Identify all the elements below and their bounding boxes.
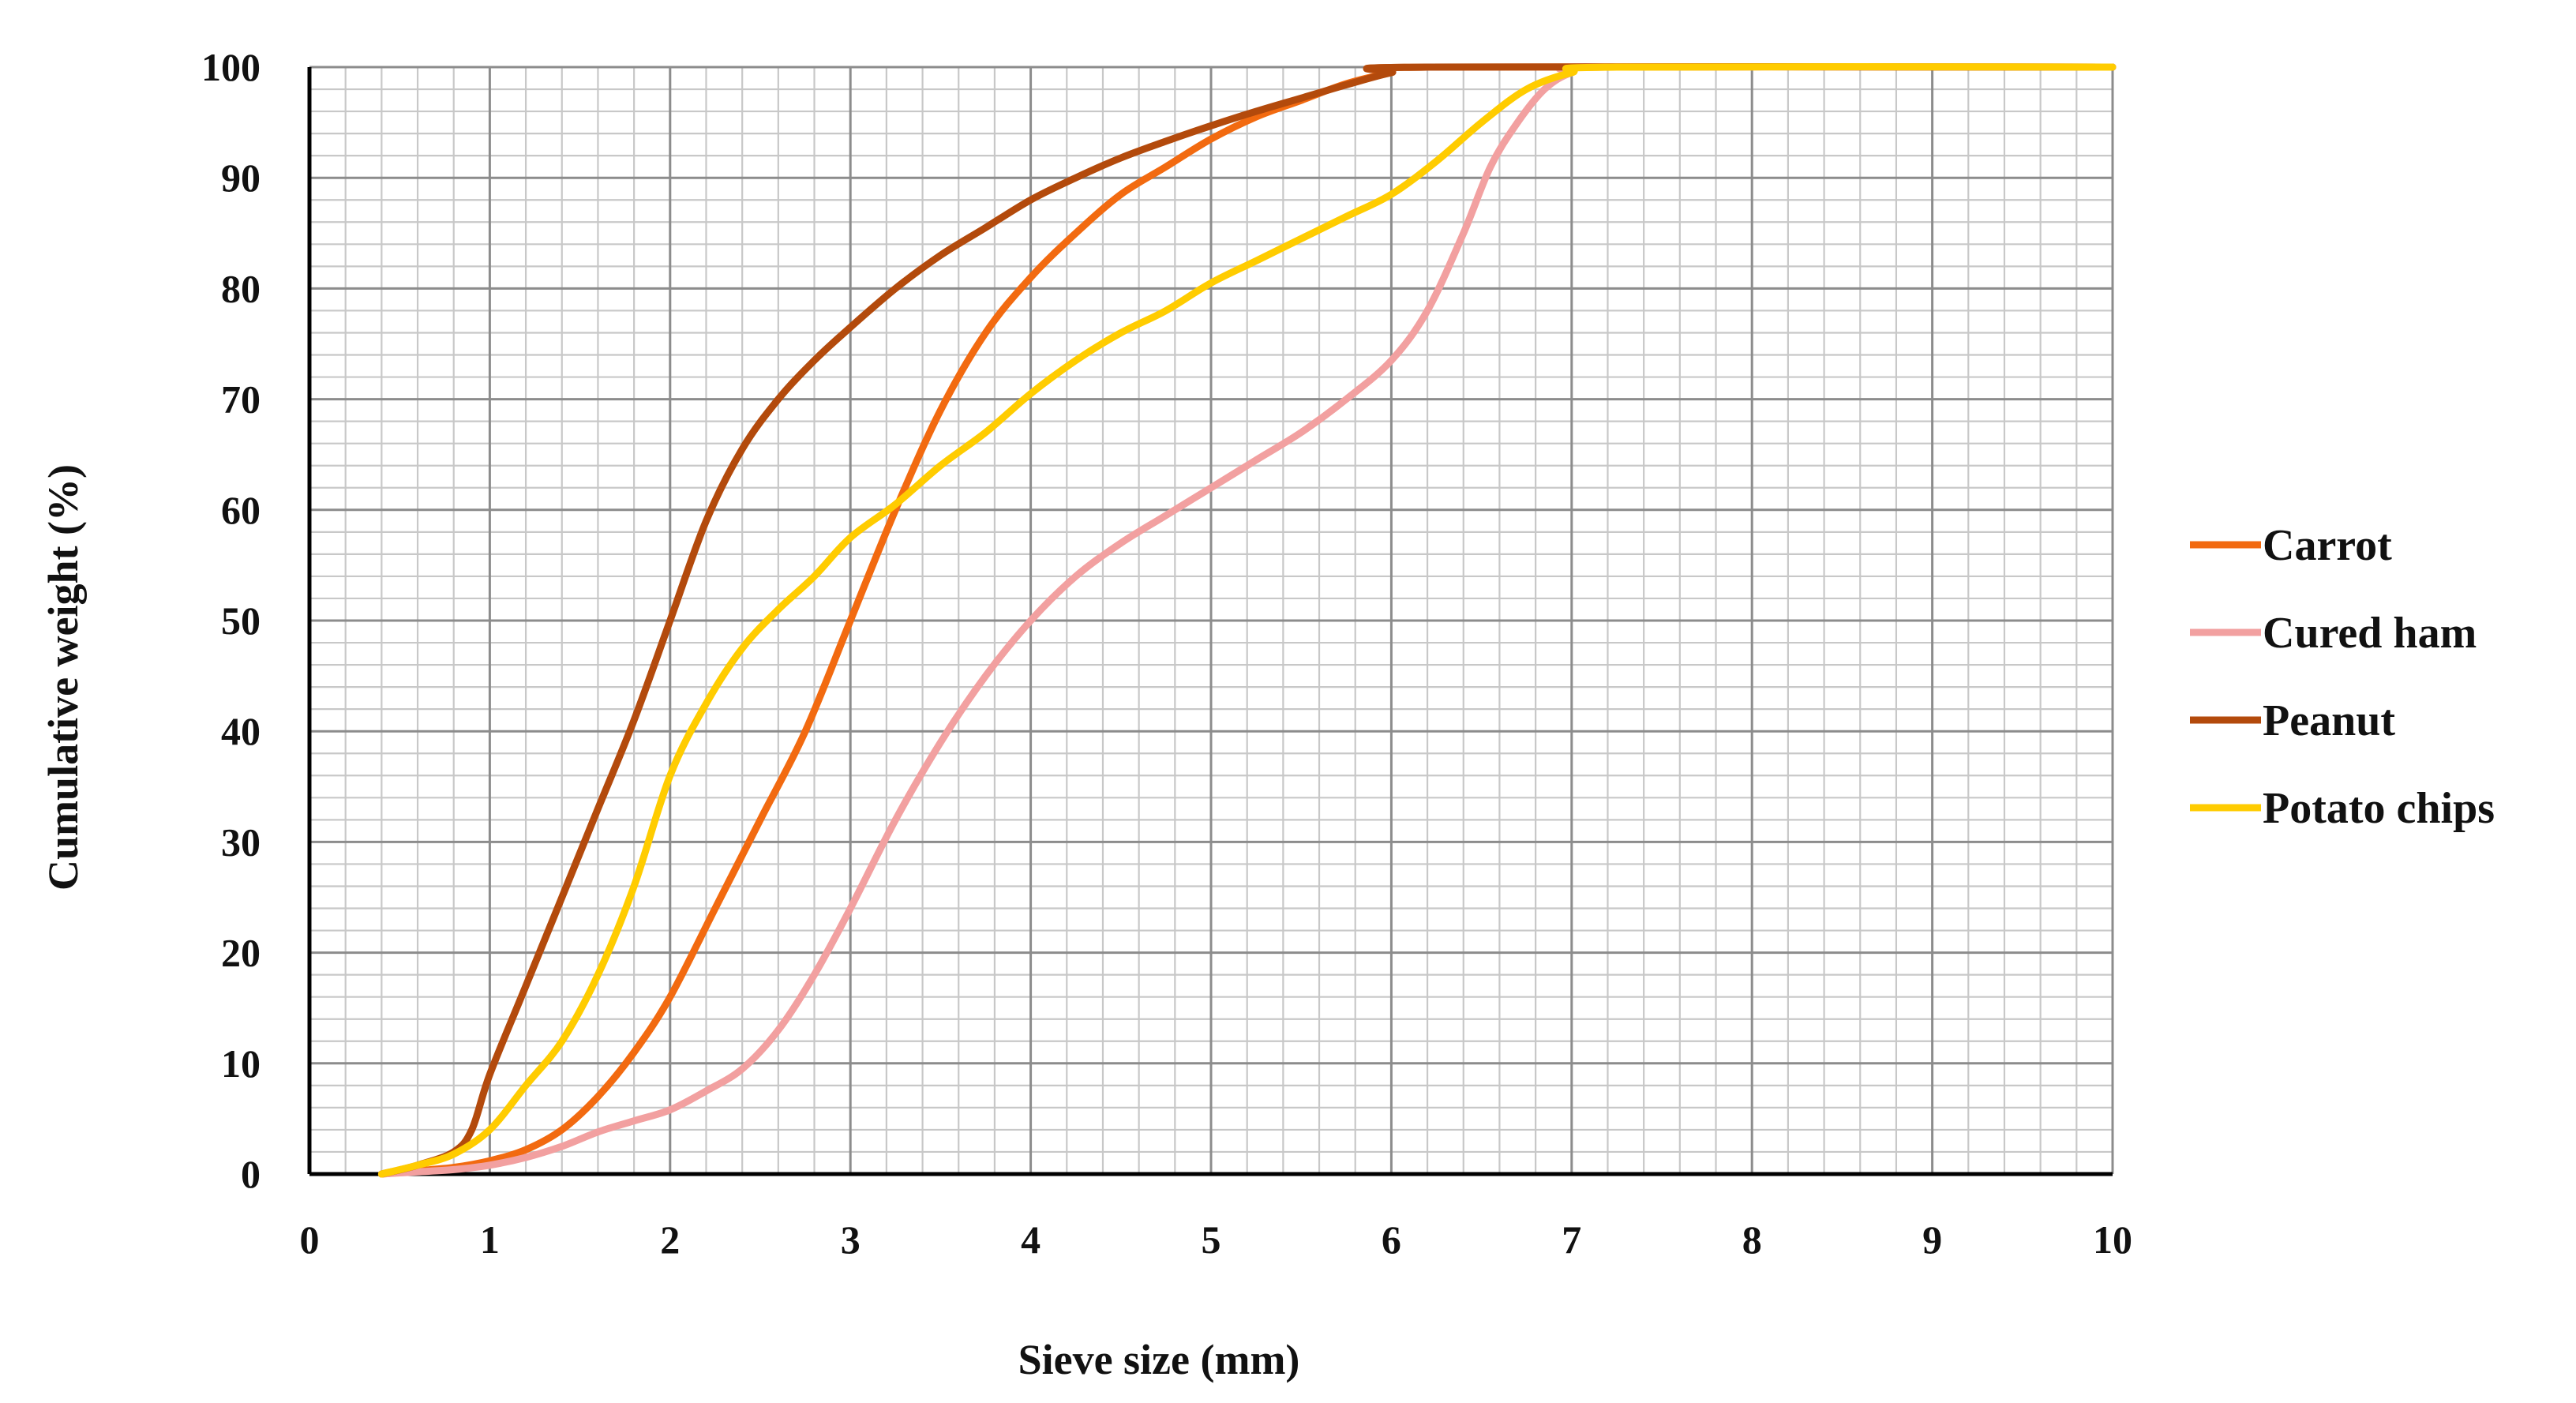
x-axis-title: Sieve size (mm) [1018,1336,1300,1383]
legend: Carrot Cured ham Peanut Potato chips [2190,521,2495,833]
y-tick-label: 30 [221,820,261,864]
series-line-potato-chips [377,62,2117,1178]
x-tick-label: 4 [1021,1217,1041,1262]
x-tick-label: 8 [1742,1217,1762,1262]
y-tick-label: 80 [221,266,261,310]
x-tick-label: 10 [2093,1217,2132,1262]
series-lines [377,62,2117,1178]
axes [307,67,2113,1176]
x-tick-label: 5 [1202,1217,1221,1262]
y-tick-label: 40 [221,709,261,753]
y-tick-label: 10 [221,1041,261,1086]
y-tick-labels: 0 10 20 30 40 50 60 70 80 90 100 [201,45,261,1196]
series-line-cured-ham [377,62,2117,1178]
y-tick-label: 0 [241,1152,261,1196]
y-tick-label: 50 [221,598,261,643]
legend-label-cured-ham: Cured ham [2263,609,2477,658]
legend-label-carrot: Carrot [2263,521,2392,570]
x-tick-label: 3 [841,1217,861,1262]
y-tick-label: 20 [221,931,261,975]
x-tick-label: 2 [660,1217,680,1262]
y-tick-label: 100 [201,45,261,89]
y-tick-label: 70 [221,377,261,422]
x-tick-label: 0 [300,1217,320,1262]
legend-label-peanut: Peanut [2263,696,2395,745]
x-tick-label: 7 [1562,1217,1581,1262]
x-tick-label: 6 [1382,1217,1401,1262]
x-tick-label: 1 [480,1217,500,1262]
y-tick-label: 60 [221,488,261,532]
legend-label-potato-chips: Potato chips [2263,784,2495,833]
series-line-peanut [377,62,2117,1178]
y-axis-title: Cumulative weight (%) [39,464,87,891]
y-tick-label: 90 [221,156,261,200]
x-tick-labels: 0 1 2 3 4 5 6 7 8 9 10 [300,1217,2133,1262]
x-tick-label: 9 [1922,1217,1942,1262]
